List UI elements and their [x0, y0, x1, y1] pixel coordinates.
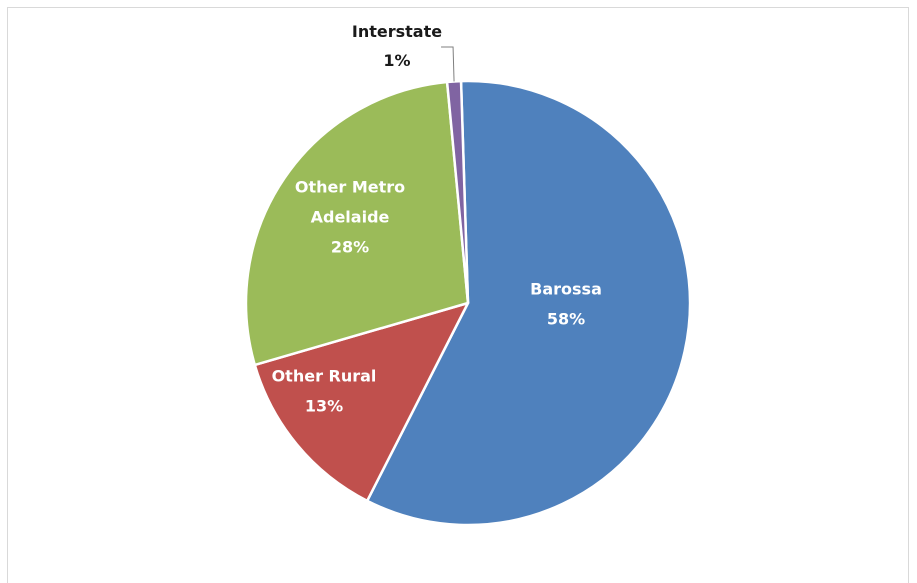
slice-percent-text: 28%	[331, 238, 369, 257]
slice-label-barossa: Barossa 58%	[530, 280, 602, 329]
slice-label-interstate: Interstate 1%	[352, 22, 442, 70]
slice-label-other-rural: Other Rural 13%	[272, 367, 377, 416]
slice-label-other-metro-adelaide: Other Metro Adelaide 28%	[295, 178, 405, 257]
slice-name-text: Barossa	[530, 280, 602, 299]
slice-name-text: Adelaide	[311, 208, 390, 227]
slice-percent-text: 58%	[547, 310, 585, 329]
pie-slice-barossa	[365, 79, 692, 527]
slice-name-text: Other Rural	[272, 367, 377, 386]
slice-name-text: Interstate	[352, 22, 442, 41]
slice-percent-text: 13%	[305, 397, 343, 416]
leader-line-interstate	[441, 46, 455, 82]
slice-labels: Barossa 58% Other Rural 13% Other Metro Adela…	[272, 22, 602, 416]
slice-name-text: Other Metro	[295, 178, 405, 197]
pie-slices	[244, 79, 692, 527]
leader-lines	[441, 46, 455, 82]
pie-slice-other-metro-adelaide	[244, 80, 470, 367]
pie-slice-other-rural	[253, 301, 470, 503]
slice-percent-text: 1%	[383, 51, 410, 70]
